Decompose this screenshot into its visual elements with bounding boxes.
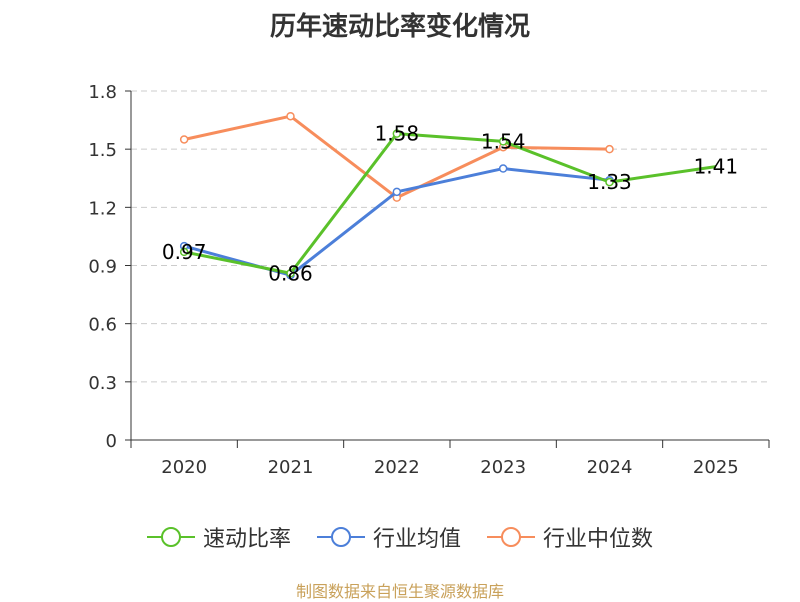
legend-marker-icon bbox=[316, 527, 365, 547]
legend-item-industry-mean[interactable]: 行业均值 bbox=[316, 521, 461, 553]
data-labels: 0.97 0.86 1.58 1.54 1.33 1.41 bbox=[162, 122, 738, 286]
y-tick-label: 0.3 bbox=[88, 373, 117, 394]
data-label: 1.41 bbox=[694, 155, 739, 179]
chart-title: 历年速动比率变化情况 bbox=[269, 12, 530, 42]
data-point bbox=[605, 144, 614, 154]
x-tick-label: 2022 bbox=[374, 457, 420, 478]
data-label: 1.33 bbox=[587, 170, 632, 194]
data-label: 0.86 bbox=[268, 261, 313, 285]
data-point bbox=[179, 247, 189, 257]
axes: 0 0.3 0.6 0.9 1.2 1.5 1.8 2020 2021 2022 2023 2024 2… bbox=[88, 82, 770, 478]
legend-item-industry-median[interactable]: 行业中位数 bbox=[487, 521, 653, 553]
legend-marker-icon bbox=[487, 527, 535, 547]
y-tick-label: 0.6 bbox=[88, 315, 117, 336]
legend-label: 速动比率 bbox=[202, 527, 291, 552]
data-point bbox=[392, 187, 402, 197]
x-tick-label: 2025 bbox=[693, 457, 739, 478]
legend: 速动比率 行业均值 行业中位数 bbox=[0, 521, 800, 553]
series-lines bbox=[179, 111, 717, 280]
y-tick-label: 1.2 bbox=[88, 198, 117, 219]
series-line bbox=[183, 167, 610, 277]
data-point bbox=[392, 129, 402, 138]
series-line bbox=[183, 132, 717, 275]
legend-marker-icon bbox=[146, 527, 195, 547]
data-point bbox=[179, 135, 189, 144]
x-tick-label: 2024 bbox=[587, 457, 633, 478]
data-point bbox=[286, 111, 295, 121]
y-tick-label: 1.8 bbox=[88, 82, 117, 103]
data-label: 1.58 bbox=[375, 122, 420, 146]
data-label: 0.97 bbox=[162, 240, 207, 264]
data-point bbox=[498, 164, 508, 173]
source-note: 制图数据来自恒生聚源数据库 bbox=[295, 582, 504, 601]
grid-lines bbox=[131, 90, 769, 383]
data-point bbox=[605, 177, 614, 187]
data-label: 1.54 bbox=[481, 129, 526, 153]
legend-label: 行业均值 bbox=[372, 527, 461, 552]
legend-label: 行业中位数 bbox=[543, 527, 654, 552]
x-tick-label: 2020 bbox=[161, 457, 207, 478]
x-tick-label: 2023 bbox=[480, 457, 526, 478]
data-point bbox=[286, 269, 295, 278]
data-point bbox=[498, 137, 508, 146]
y-tick-label: 0 bbox=[106, 431, 117, 452]
y-tick-label: 0.9 bbox=[88, 257, 117, 278]
y-tick-label: 1.5 bbox=[88, 140, 117, 161]
x-tick-label: 2021 bbox=[268, 457, 314, 478]
legend-item-quick-ratio[interactable]: 速动比率 bbox=[146, 521, 291, 553]
